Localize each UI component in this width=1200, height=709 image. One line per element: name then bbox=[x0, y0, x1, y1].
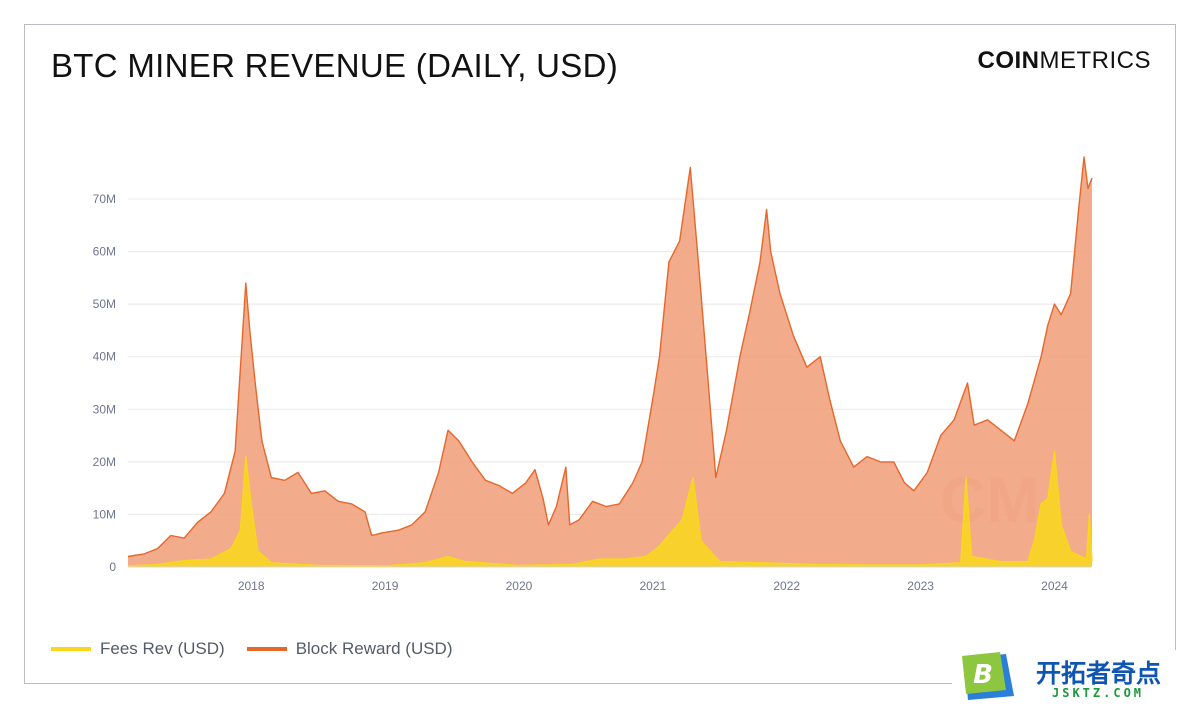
x-tick-label: 2024 bbox=[1041, 579, 1068, 593]
fees-series-area bbox=[128, 451, 1092, 567]
chart-card: BTC MINER REVENUE (DAILY, USD) COINMETRI… bbox=[24, 24, 1176, 684]
y-tick-label: 40M bbox=[93, 350, 116, 364]
chart-legend: Fees Rev (USD) Block Reward (USD) bbox=[51, 639, 475, 659]
coinmetrics-logo: COINMETRICS bbox=[978, 47, 1152, 75]
brand-name: 开拓者奇点 bbox=[1036, 659, 1162, 688]
legend-item-fees[interactable]: Fees Rev (USD) bbox=[51, 639, 225, 659]
y-tick-label: 30M bbox=[93, 402, 116, 416]
brand-domain: JSKTZ.COM bbox=[1052, 686, 1145, 700]
watermark-badge: B 开拓者奇点 JSKTZ.COM bbox=[952, 650, 1200, 709]
chart-title: BTC MINER REVENUE (DAILY, USD) bbox=[51, 47, 619, 84]
logo-bold-text: COIN bbox=[977, 47, 1040, 74]
x-tick-label: 2022 bbox=[773, 579, 800, 593]
y-tick-label: 0 bbox=[109, 560, 116, 574]
x-tick-label: 2018 bbox=[238, 579, 265, 593]
legend-label-reward: Block Reward (USD) bbox=[295, 639, 453, 658]
x-tick-label: 2020 bbox=[506, 579, 533, 593]
legend-swatch-reward bbox=[246, 647, 287, 651]
x-tick-label: 2023 bbox=[907, 579, 934, 593]
logo-light-text: METRICS bbox=[1039, 47, 1151, 74]
x-tick-label: 2021 bbox=[639, 579, 666, 593]
x-tick-label: 2019 bbox=[372, 579, 399, 593]
y-tick-label: 20M bbox=[93, 455, 116, 469]
block-reward-series-line bbox=[127, 156, 1093, 558]
brand-icon-letter: B bbox=[973, 660, 993, 690]
legend-swatch-fees bbox=[51, 647, 91, 651]
legend-item-reward[interactable]: Block Reward (USD) bbox=[246, 639, 453, 659]
legend-label-fees: Fees Rev (USD) bbox=[100, 639, 225, 658]
y-tick-label: 60M bbox=[93, 245, 116, 259]
y-tick-label: 10M bbox=[93, 507, 116, 521]
revenue-area-chart: 0 10M 20M 30M 40M 50M 60M 70M 2018 2019 2020 2021 20… bbox=[93, 156, 1093, 593]
y-tick-label: 50M bbox=[93, 297, 116, 311]
fees-series-line bbox=[127, 450, 1093, 567]
brand-b-icon: B bbox=[962, 652, 1014, 700]
y-tick-label: 70M bbox=[93, 192, 116, 206]
block-reward-series-area bbox=[128, 156, 1092, 567]
